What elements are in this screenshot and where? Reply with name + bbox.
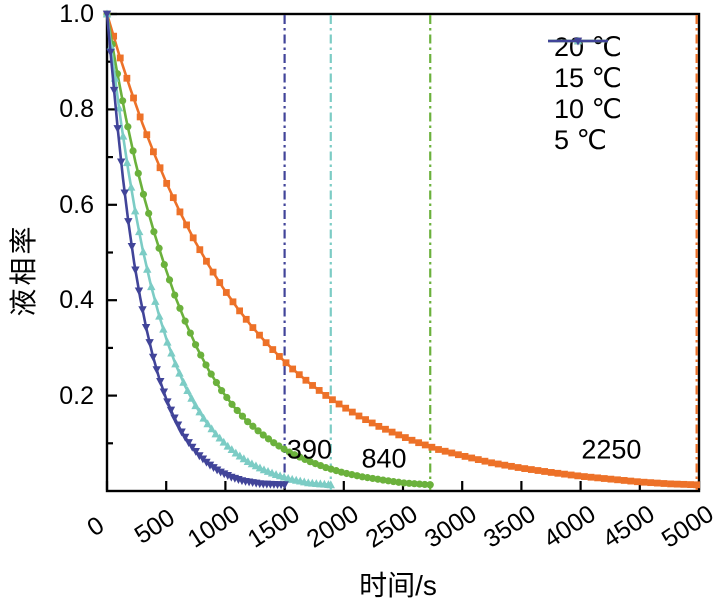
legend-item-5c: 5 ℃ bbox=[546, 37, 622, 156]
legend-item-15c: 15 ℃ bbox=[546, 37, 622, 94]
legend-label-15c: 15 ℃ bbox=[554, 63, 622, 93]
legend-label-20c: 20 ℃ bbox=[554, 32, 622, 62]
legend: 20 ℃ 15 ℃ 10 ℃ 5 ℃ bbox=[546, 32, 622, 156]
end-time-lines bbox=[283, 15, 698, 490]
y-axis-title: 液相率 bbox=[8, 223, 39, 317]
legend-label-10c: 10 ℃ bbox=[554, 94, 622, 124]
legend-item-10c: 10 ℃ bbox=[546, 36, 622, 125]
x-axis-title: 时间/s bbox=[359, 570, 437, 601]
legend-swatch-triangle-down-icon bbox=[548, 37, 608, 46]
series-10c bbox=[102, 9, 335, 489]
y-tick-label-0.4: 0.4 bbox=[59, 286, 94, 315]
y-tick-label-0.2: 0.2 bbox=[59, 381, 94, 410]
plot-border bbox=[105, 12, 701, 493]
annotation-2250: 2250 bbox=[581, 434, 642, 465]
y-tick-label-0.6: 0.6 bbox=[59, 190, 94, 219]
series-5c bbox=[102, 10, 289, 490]
annotation-840: 840 bbox=[361, 443, 407, 474]
annotation-390: 390 bbox=[286, 434, 332, 465]
y-tick-label-1.0: 1.0 bbox=[59, 0, 94, 28]
series-15c bbox=[103, 10, 434, 489]
legend-label-5c: 5 ℃ bbox=[554, 125, 607, 155]
y-tick-label-0.8: 0.8 bbox=[59, 95, 94, 124]
